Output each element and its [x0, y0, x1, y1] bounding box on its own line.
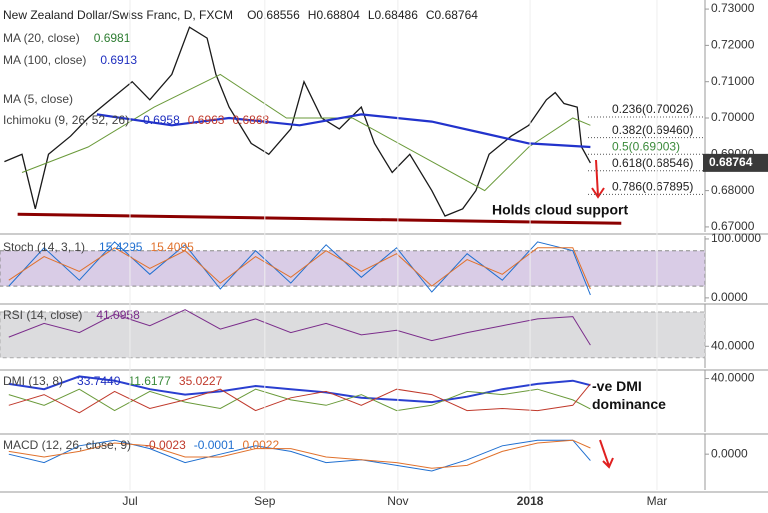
legend-label: 0.6958	[143, 113, 180, 127]
legend-label: 0.6963	[188, 113, 225, 127]
legend-label: MA (20, close)	[3, 31, 80, 45]
y-tick-label: 0.68000	[711, 183, 755, 197]
legend-label: RSI (14, close)	[3, 308, 82, 322]
y-tick-label: 0.67000	[711, 219, 755, 233]
series-line	[8, 439, 591, 469]
legend-label: MA (5, close)	[3, 92, 73, 106]
legend-label: 41.0958	[96, 308, 140, 322]
legend-label: 15.4295	[99, 240, 143, 254]
y-tick-label: 0.71000	[711, 74, 755, 88]
band	[0, 250, 706, 287]
annotation: Holds cloud support	[492, 202, 628, 218]
legend-label: MACD (12, 26, close, 9)	[3, 438, 131, 452]
x-tick-label: Mar	[647, 494, 668, 508]
y-tick-label: 40.0000	[711, 338, 755, 352]
legend-label: 0.6868	[232, 113, 269, 127]
legend-label: Ichimoku (9, 26, 52, 26)	[3, 113, 129, 127]
y-tick-label: 100.0000	[711, 231, 761, 245]
legend-label: 15.4095	[150, 240, 194, 254]
legend-label: 11.6177	[128, 374, 171, 388]
price-tag	[703, 153, 768, 172]
legend-label: C0.68764	[426, 8, 478, 22]
legend-label: L0.68486	[368, 8, 418, 22]
x-tick-label: Jul	[122, 494, 137, 508]
y-tick-label: 40.0000	[711, 371, 755, 385]
annotation: -ve DMI dominance	[592, 378, 666, 412]
legend-label: 33.7440	[77, 374, 121, 388]
legend-label: 0.6981	[94, 31, 131, 45]
band	[0, 311, 706, 359]
fib-label: 0.382(0.69460)	[612, 123, 693, 137]
legend-label: 0.0022	[242, 438, 279, 452]
legend-label: H0.68804	[308, 8, 360, 22]
series-line	[8, 247, 591, 290]
price-tag-label: 0.68764	[709, 155, 753, 169]
fib-label: 0.618(0.68546)	[612, 156, 693, 170]
legend-label: Stoch (14, 3, 1)	[3, 240, 85, 254]
series-line	[8, 375, 591, 404]
y-tick-label: 0.0000	[711, 446, 748, 460]
fib-label: 0.5(0.69003)	[612, 139, 680, 153]
legend-label: O0.68556	[247, 8, 300, 22]
y-tick-label: 0.72000	[711, 38, 755, 52]
series-line	[96, 113, 591, 149]
y-tick-label: 0.73000	[711, 1, 755, 15]
series-line	[8, 439, 591, 472]
fib-label: 0.786(0.67895)	[612, 180, 693, 194]
series-line	[8, 309, 591, 346]
trend-line	[17, 212, 622, 225]
legend-label: 0.6913	[100, 53, 137, 67]
legend-label: -0.0001	[194, 438, 235, 452]
legend-label: 35.0227	[179, 374, 223, 388]
y-tick-label: 0.70000	[711, 110, 755, 124]
x-tick-label: Nov	[387, 494, 408, 508]
x-tick-label: Sep	[254, 494, 276, 508]
x-tick-label: 2018	[517, 494, 544, 508]
legend-label: DMI (13, 8)	[3, 374, 63, 388]
fib-label: 0.236(0.70026)	[612, 102, 693, 116]
series-line	[8, 383, 591, 414]
legend-label: MA (100, close)	[3, 53, 86, 67]
series-line	[8, 388, 591, 412]
arrow	[591, 159, 605, 199]
y-tick-label: 0.0000	[711, 290, 748, 304]
legend-label: -0.0023	[145, 438, 186, 452]
legend-label: New Zealand Dollar/Swiss Franc, D, FXCM	[3, 8, 233, 22]
arrow	[599, 439, 614, 469]
